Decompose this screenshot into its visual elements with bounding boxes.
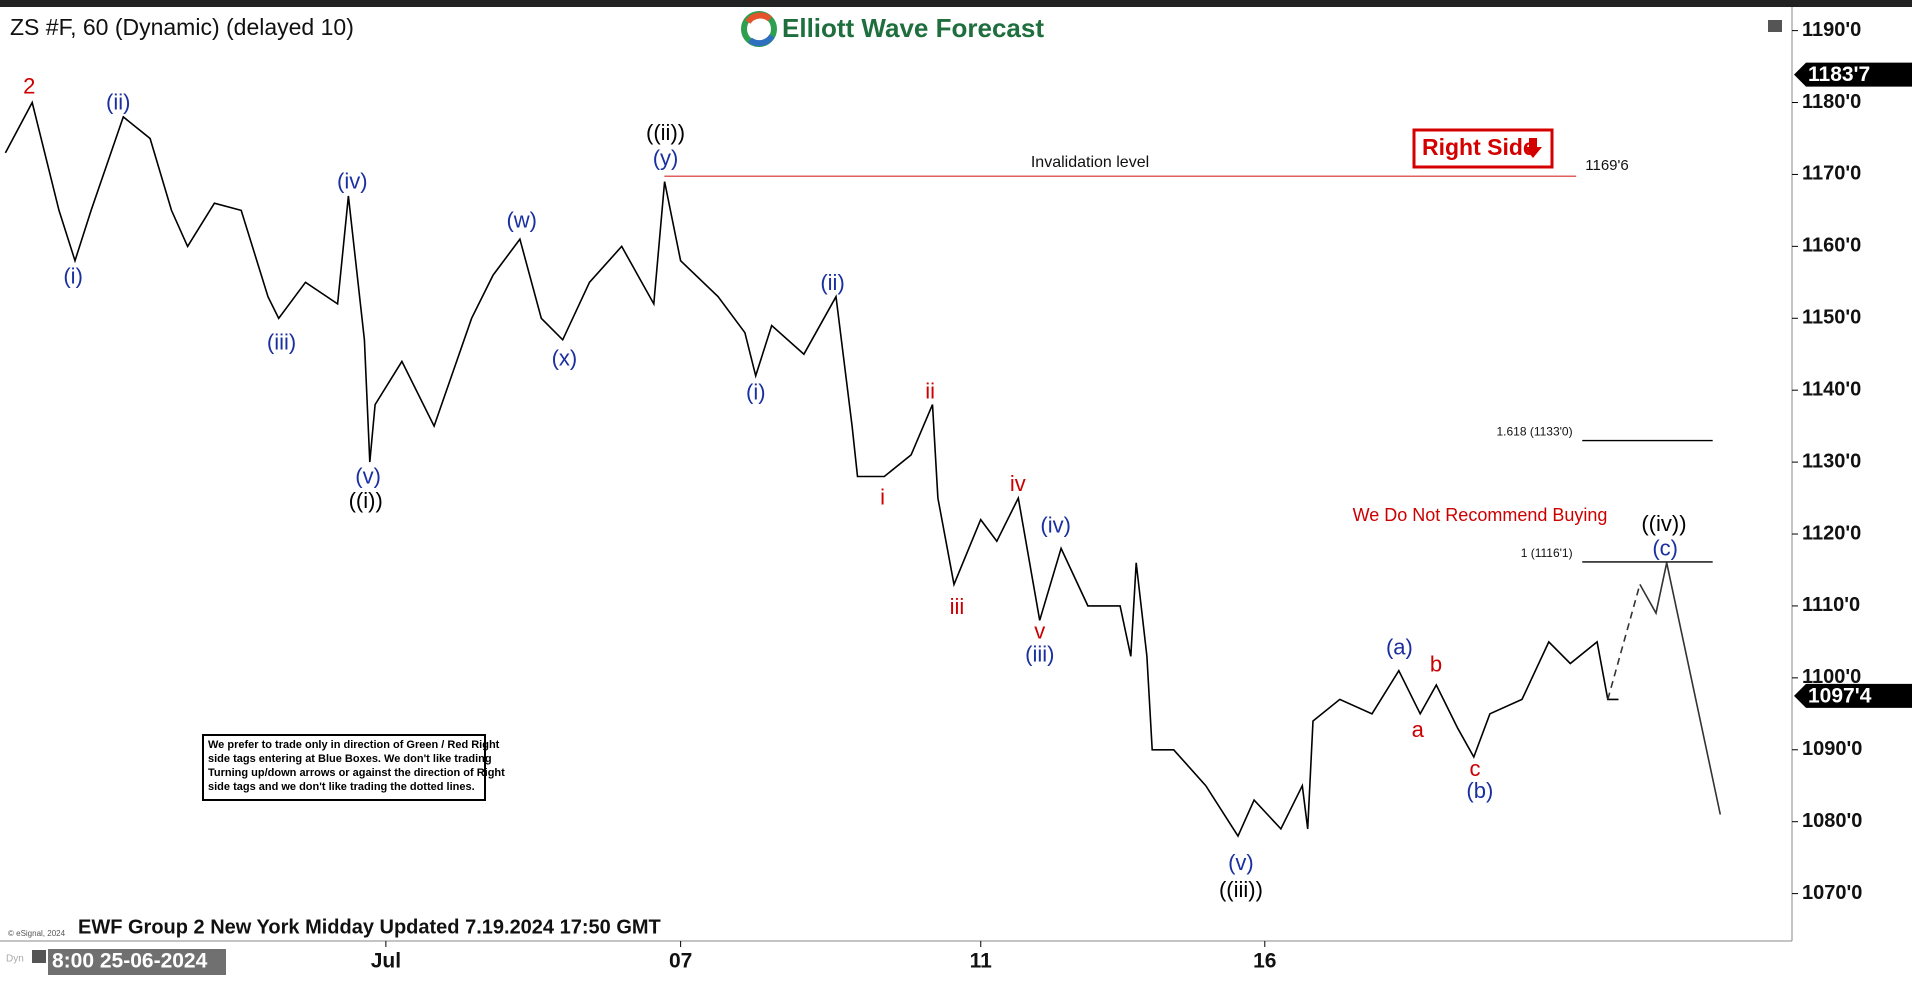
wave-label: (iv) bbox=[337, 169, 368, 194]
top-border bbox=[0, 0, 1912, 7]
note-line: We prefer to trade only in direction of … bbox=[208, 739, 500, 751]
wave-label: (iii) bbox=[267, 330, 296, 355]
price-tag-label: 1183'7 bbox=[1808, 63, 1870, 86]
wave-label: iv bbox=[1010, 471, 1026, 496]
note-line: side tags and we don't like trading the … bbox=[208, 781, 475, 793]
price-line bbox=[4, 100, 1619, 838]
note-line: Turning up/down arrows or against the di… bbox=[208, 767, 505, 779]
wave-label: c bbox=[1469, 756, 1480, 781]
logo-box bbox=[737, 11, 1059, 47]
y-tick-label: 1120'0 bbox=[1802, 522, 1861, 544]
x-tick-label: 11 bbox=[970, 950, 993, 973]
wave-label: (b) bbox=[1466, 778, 1493, 803]
wave-label: (y) bbox=[653, 146, 679, 171]
wave-label: (a) bbox=[1386, 634, 1413, 659]
corner-icon bbox=[32, 950, 46, 963]
wave-label: b bbox=[1430, 651, 1442, 676]
start-label-box bbox=[48, 949, 226, 975]
chart-title: ZS #F, 60 (Dynamic) (delayed 10) bbox=[10, 14, 354, 40]
wave-label: ii bbox=[925, 378, 935, 403]
y-tick-label: 1130'0 bbox=[1802, 450, 1861, 472]
warning: We Do Not Recommend Buying bbox=[1353, 505, 1608, 525]
price-line bbox=[1607, 584, 1641, 700]
y-tick-label: 1110'0 bbox=[1802, 594, 1860, 616]
wave-label: (iv) bbox=[1040, 512, 1071, 537]
y-tick-label: 1150'0 bbox=[1802, 307, 1861, 329]
y-tick-label: 1140'0 bbox=[1802, 378, 1861, 400]
wave-label: (ii) bbox=[820, 270, 844, 295]
wave-label: (ii) bbox=[106, 89, 130, 114]
level-label: 1169'6 bbox=[1585, 157, 1628, 174]
level-label: 1.618 (1133'0) bbox=[1496, 425, 1572, 439]
invalidation-text: Invalidation level bbox=[1031, 154, 1149, 171]
logo-icon bbox=[745, 12, 772, 24]
price-tag bbox=[1794, 62, 1912, 87]
wave-label: (i) bbox=[746, 380, 766, 405]
wave-label: (x) bbox=[552, 345, 578, 370]
note-line: side tags entering at Blue Boxes. We don… bbox=[208, 753, 492, 765]
wave-label: ((iii)) bbox=[1219, 877, 1263, 902]
copyright: © eSignal, 2024 bbox=[8, 929, 66, 938]
brand: Elliott Wave Forecast bbox=[782, 13, 1044, 43]
wave-label: (c) bbox=[1652, 536, 1678, 561]
wave-label: iii bbox=[950, 594, 965, 619]
note-box bbox=[202, 734, 486, 801]
wave-label: ((iv)) bbox=[1641, 511, 1686, 536]
wave-label: v bbox=[1034, 618, 1045, 643]
footer: EWF Group 2 New York Midday Updated 7.19… bbox=[78, 916, 661, 938]
wave-label: ((i)) bbox=[349, 488, 383, 513]
down-arrow bbox=[1524, 138, 1542, 158]
y-tick-label: 1100'0 bbox=[1802, 666, 1861, 688]
y-tick-label: 1160'0 bbox=[1802, 235, 1861, 257]
level-label: 1 (1116'1) bbox=[1521, 546, 1573, 560]
right-side: Right Side bbox=[1422, 134, 1536, 160]
wave-label: (v) bbox=[355, 464, 381, 489]
logo-icon bbox=[748, 34, 775, 47]
y-tick-label: 1090'0 bbox=[1802, 738, 1862, 760]
price-line bbox=[1639, 562, 1722, 815]
y-tick-label: 1070'0 bbox=[1802, 882, 1862, 904]
x-tick-label: 16 bbox=[1253, 950, 1276, 973]
y-tick-label: 1180'0 bbox=[1802, 91, 1861, 113]
wave-label: (v) bbox=[1228, 850, 1254, 875]
price-tag-label: 1097'4 bbox=[1808, 684, 1872, 707]
wave-label: i bbox=[880, 484, 885, 509]
wave-label: 2 bbox=[23, 74, 35, 99]
wave-label: (i) bbox=[63, 264, 83, 289]
wave-label: a bbox=[1412, 717, 1425, 742]
y-tick-label: 1190'0 bbox=[1802, 19, 1861, 41]
y-tick-label: 1080'0 bbox=[1802, 810, 1862, 832]
corner-label: Dyn bbox=[6, 954, 24, 965]
y-tick-label: 1170'0 bbox=[1802, 163, 1861, 185]
x-tick-label: 07 bbox=[669, 950, 692, 973]
price-tag bbox=[1794, 683, 1912, 708]
x-tick-label: Jul bbox=[371, 950, 401, 973]
wave-label: (w) bbox=[506, 208, 537, 233]
start-label: 8:00 25-06-2024 bbox=[52, 950, 208, 973]
window-icon bbox=[1768, 20, 1782, 32]
wave-label: (iii) bbox=[1025, 642, 1054, 667]
wave-label: ((ii)) bbox=[646, 120, 685, 145]
